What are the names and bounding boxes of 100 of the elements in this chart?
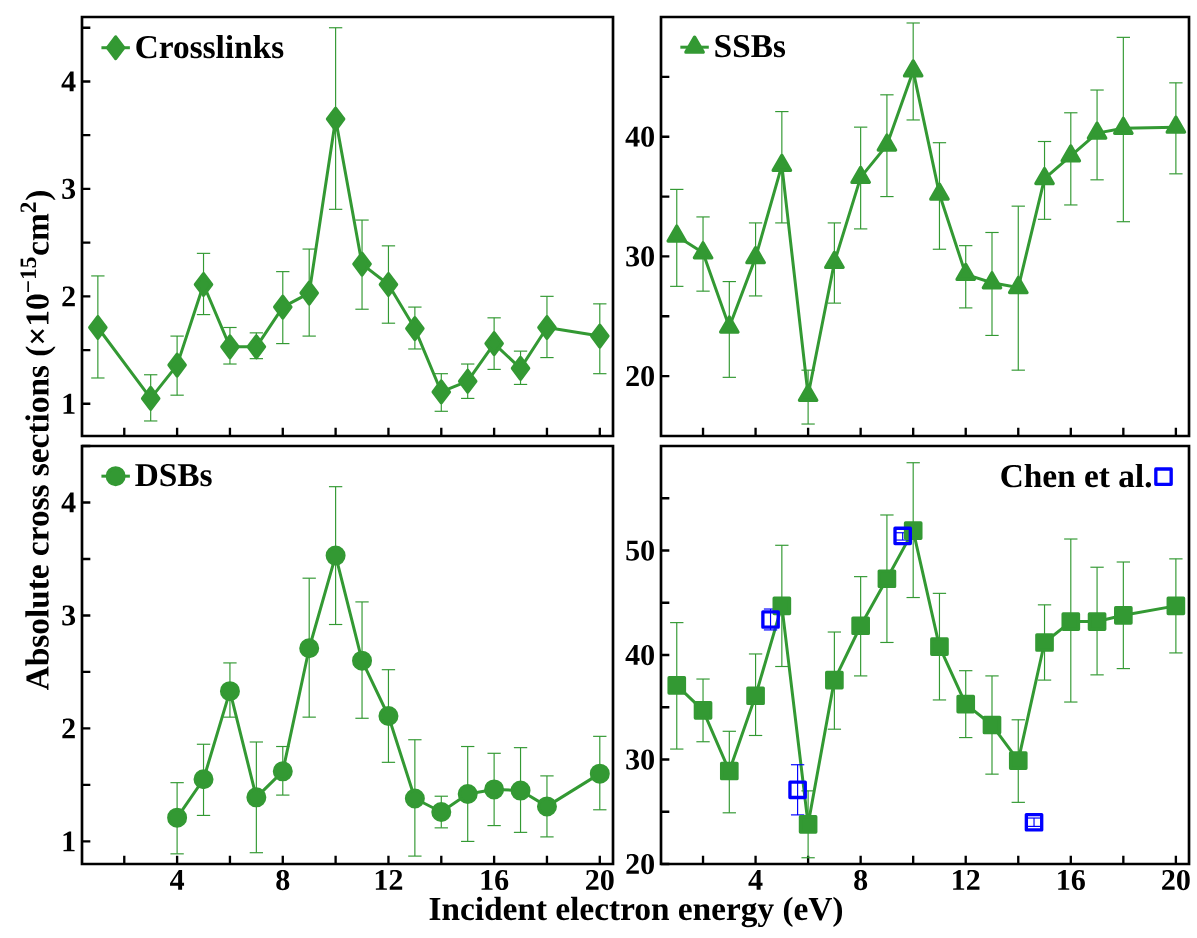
point (982, 715, 1002, 735)
point (745, 245, 766, 265)
point (352, 650, 373, 671)
y-tick-label: 20 (626, 366, 654, 387)
legend-label: Crosslinks (136, 34, 284, 59)
point (956, 694, 976, 714)
point (167, 352, 187, 378)
point (325, 106, 346, 132)
point (325, 545, 346, 566)
point (893, 526, 913, 546)
y-tick-label: 50 (626, 540, 654, 561)
point (877, 569, 897, 589)
point (272, 294, 293, 320)
point (220, 334, 240, 360)
legend-label: DSBs (135, 463, 212, 487)
point (955, 262, 977, 282)
y-tick-label: 30 (626, 246, 654, 267)
point (850, 165, 871, 185)
y-tick-label: 1 (63, 831, 75, 852)
point (667, 675, 687, 695)
point (771, 153, 793, 173)
point (746, 686, 765, 706)
y-tick-label: 30 (626, 749, 654, 770)
point (1008, 751, 1028, 770)
point (431, 379, 452, 405)
point (536, 796, 557, 817)
point (510, 780, 531, 801)
point (851, 616, 870, 636)
point (140, 385, 161, 411)
y-tick-label: 1 (63, 393, 75, 414)
point (876, 133, 898, 152)
point (510, 355, 531, 381)
point (405, 316, 425, 342)
point (1061, 612, 1081, 631)
legend-label: SSBs (715, 34, 786, 58)
y-tick-label: 4 (61, 492, 76, 513)
point (88, 314, 108, 340)
point (1035, 633, 1054, 652)
legend-label: Chen et al. (1001, 463, 1152, 488)
point (219, 681, 240, 702)
point (537, 314, 557, 340)
point (1165, 115, 1187, 134)
point (1114, 605, 1133, 625)
x-tick-label: 20 (1162, 869, 1190, 891)
y-tick-label: 3 (62, 178, 76, 199)
point (788, 780, 807, 800)
point (902, 59, 924, 78)
x-tick-label: 16 (481, 869, 509, 891)
point (246, 787, 267, 808)
x-tick-label: 4 (170, 869, 185, 890)
point (692, 241, 714, 260)
point (457, 783, 478, 804)
point (404, 788, 425, 809)
x-tick-label: 4 (748, 869, 763, 890)
y-tick-label: 40 (625, 126, 654, 147)
x-axis-title: Incident electron energy (eV) (429, 896, 843, 928)
point (718, 315, 740, 334)
point (457, 368, 478, 394)
x-tick-label: 20 (586, 869, 614, 891)
point (590, 323, 610, 349)
point (824, 250, 845, 270)
point (299, 638, 320, 659)
x-tick-label: 12 (953, 869, 980, 890)
point (484, 331, 504, 357)
point (719, 761, 739, 781)
point (378, 272, 399, 298)
point (1024, 812, 1044, 832)
point (981, 271, 1003, 290)
point (930, 637, 949, 656)
x-tick-label: 8 (276, 869, 290, 891)
point (693, 701, 713, 720)
y-tick-label: 4 (61, 71, 76, 92)
point (193, 769, 214, 790)
point (484, 779, 505, 800)
x-tick-label: 8 (854, 869, 868, 891)
point (1086, 121, 1108, 140)
x-tick-label: 16 (1058, 869, 1085, 891)
point (798, 814, 818, 834)
point (431, 802, 452, 823)
point (589, 763, 610, 784)
y-tick-label: 2 (62, 718, 75, 739)
point (1034, 166, 1055, 186)
point (797, 383, 819, 402)
y-tick-label: 40 (625, 644, 654, 666)
point (272, 761, 293, 782)
y-tick-label: 3 (62, 605, 76, 626)
point (666, 224, 688, 243)
point (1087, 612, 1107, 631)
point (352, 251, 372, 277)
point (193, 272, 214, 298)
point (1113, 116, 1134, 136)
y-tick-label: 20 (626, 853, 654, 875)
point (825, 670, 844, 690)
point (929, 182, 950, 201)
point (299, 280, 319, 306)
point (167, 807, 188, 828)
point (1007, 275, 1029, 295)
y-axis-title: Absolute cross sections (×10$^{−15}$cm$^{2}$) (20, 191, 56, 691)
point (1166, 596, 1186, 616)
point (1060, 144, 1082, 163)
